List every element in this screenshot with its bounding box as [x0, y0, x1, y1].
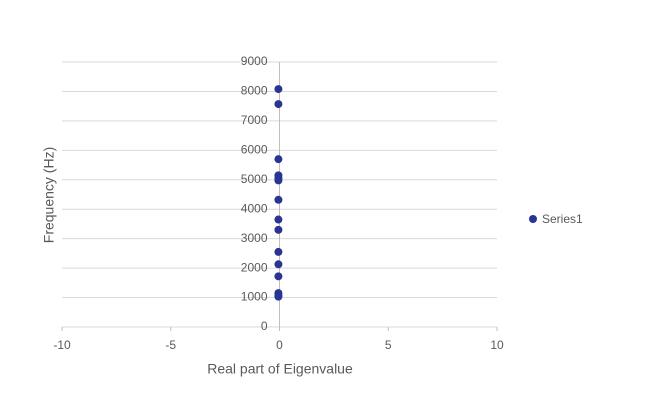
point [274, 260, 283, 269]
y-tick-label: 9000 [241, 54, 268, 68]
y-tick-label: 5000 [241, 172, 268, 186]
point [274, 176, 283, 185]
legend-label: Series1 [542, 212, 583, 226]
y-tick-label: 6000 [241, 143, 268, 157]
x-axis-title: Real part of Eigenvalue [207, 361, 353, 377]
y-tick-label: 3000 [241, 231, 268, 245]
y-tick-label: 8000 [241, 84, 268, 98]
point [274, 100, 283, 109]
point [274, 85, 283, 94]
x-tick-label: 10 [490, 338, 504, 352]
y-tick-label: 1000 [241, 290, 268, 304]
point [274, 247, 283, 256]
y-tick-label: 2000 [241, 260, 268, 274]
y-tick-label: 4000 [241, 201, 268, 215]
point [274, 195, 283, 204]
point [274, 225, 283, 234]
legend-marker [529, 215, 537, 223]
x-tick-label: 5 [385, 338, 392, 352]
point [274, 272, 283, 281]
point [274, 292, 283, 301]
x-tick-label: -10 [53, 338, 71, 352]
y-tick-label: 7000 [241, 113, 268, 127]
point [274, 215, 283, 224]
x-tick-label: 0 [276, 338, 283, 352]
y-tick-label: 0 [261, 319, 268, 333]
y-axis-title: Frequency (Hz) [41, 147, 57, 243]
x-tick-label: -5 [165, 338, 176, 352]
point [274, 155, 283, 164]
